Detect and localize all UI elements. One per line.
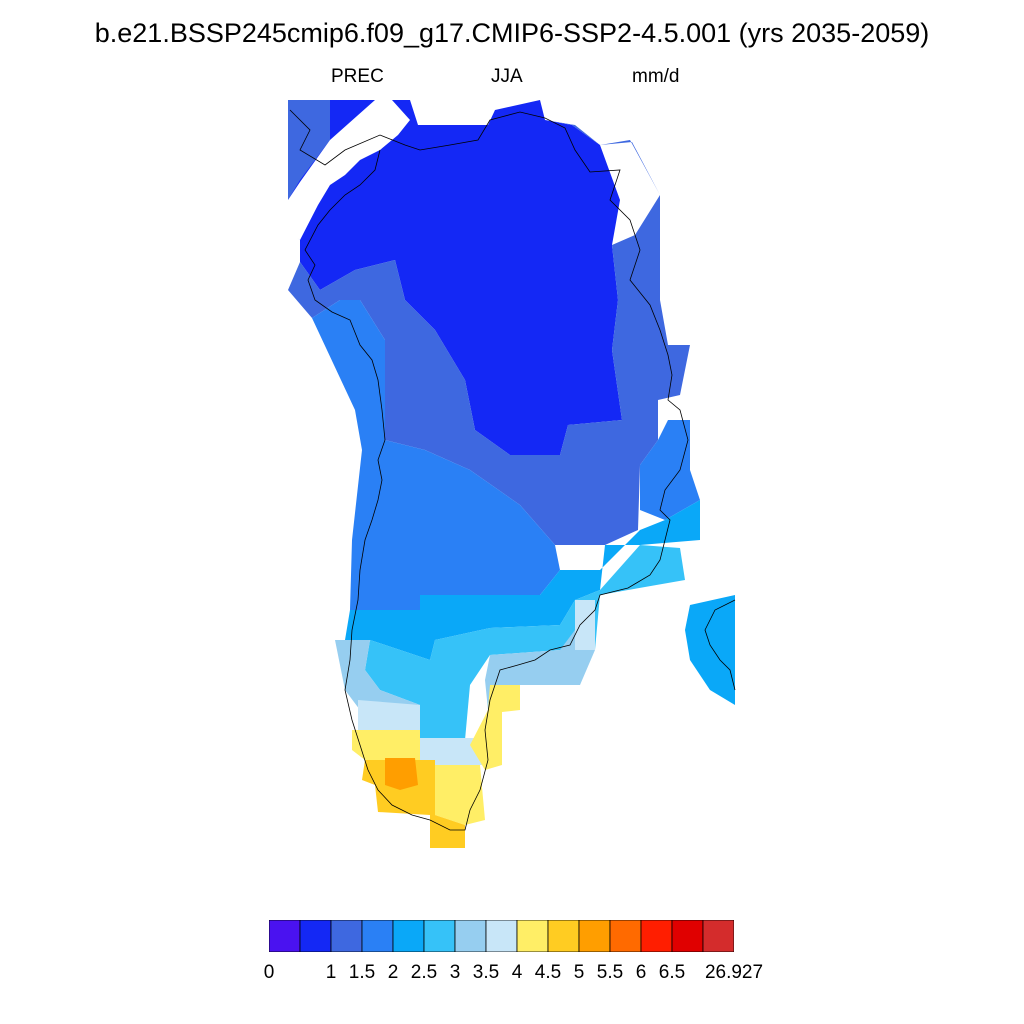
colorbar-tick-label: 5.5: [596, 962, 624, 983]
colorbar-swatch: [516, 920, 549, 952]
region-2to2.5-e: [685, 595, 735, 705]
colorbar-tick-label: 2: [387, 962, 399, 983]
region-3.5to4: [358, 700, 420, 735]
coastline: [289, 109, 736, 831]
region-3.5to4-c: [575, 600, 595, 650]
colorbar-swatch: [578, 920, 611, 952]
colorbar-tick-label: 1.5: [348, 962, 376, 983]
greenland-coastline: [289, 109, 689, 831]
colorbar-tick-label: 4.5: [534, 962, 562, 983]
region-3to3.5: [335, 640, 420, 710]
colorbar-swatch: [454, 920, 487, 952]
region-4to4.5-c: [435, 765, 485, 825]
colorbar-tick-label: 0: [263, 962, 275, 983]
region-2to2.5: [345, 500, 700, 660]
units-label: mm/d: [632, 66, 680, 87]
colorbar-swatch: [671, 920, 704, 952]
region-4to4.5: [352, 730, 420, 760]
precip-field: [288, 100, 735, 848]
region-4to4.5-b: [470, 685, 520, 770]
season-label: JJA: [491, 66, 523, 87]
region-1.5to2: [312, 300, 560, 610]
region-1.5to2-b: [640, 420, 700, 520]
colorbar-swatch: [269, 920, 301, 952]
region-5to5.5: [385, 758, 418, 790]
colorbar-swatch: [330, 920, 363, 952]
colorbar-swatch: [609, 920, 642, 952]
colorbar-tick-label: 6.5: [658, 962, 686, 983]
colorbar-swatch: [485, 920, 518, 952]
colorbar-swatch: [547, 920, 580, 952]
region-lt1: [288, 100, 622, 455]
colorbar-tick-label: 4: [511, 962, 523, 983]
region-3.5to4-b: [420, 738, 485, 765]
colorbar-swatch: [640, 920, 673, 952]
colorbar-tick-label: 3.5: [472, 962, 500, 983]
colorbar-tick-label: 1: [325, 962, 337, 983]
east-island-coastline: [704, 599, 736, 691]
colorbar-swatch: [702, 920, 734, 952]
region-1to1.5: [288, 100, 330, 200]
colorbar-swatch: [392, 920, 425, 952]
colorbar-swatch: [361, 920, 394, 952]
region-1to1.5-b: [288, 100, 690, 545]
colorbar-tick-label: 26.927: [704, 962, 764, 983]
colorbar-tick-label: 2.5: [410, 962, 438, 983]
colorbar-tick-label: 6: [635, 962, 647, 983]
colorbar-tick-label: 3: [449, 962, 461, 983]
colorbar-swatch: [423, 920, 456, 952]
colorbar-tick-label: 5: [573, 962, 585, 983]
plot-title: b.e21.BSSP245cmip6.f09_g17.CMIP6-SSP2-4.…: [94, 18, 930, 48]
colorbar: [269, 920, 734, 952]
colorbar-swatch: [299, 920, 332, 952]
variable-label: PREC: [331, 66, 384, 87]
